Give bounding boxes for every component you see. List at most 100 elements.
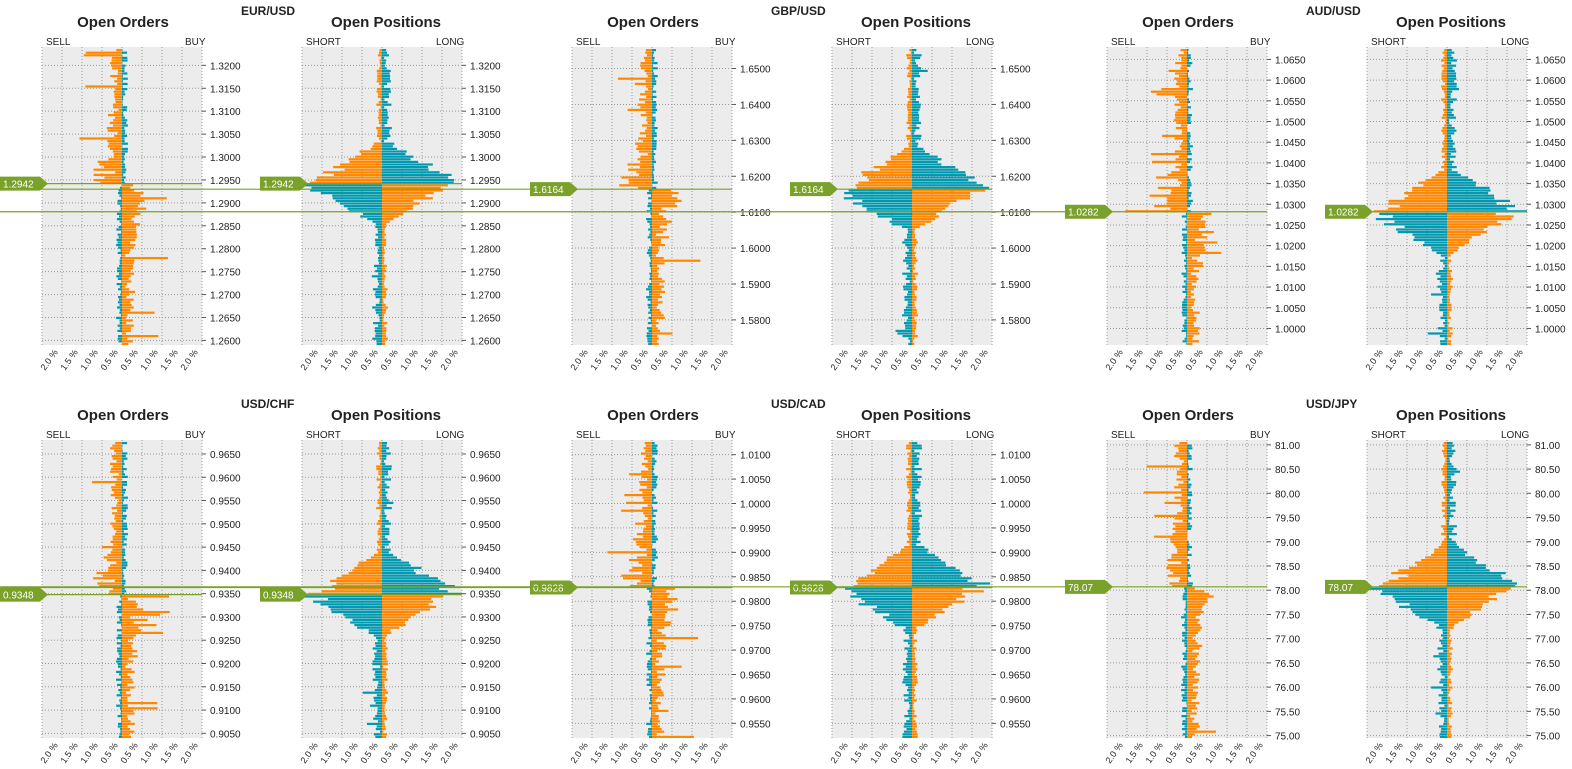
- bar-right: [382, 462, 386, 465]
- bar-left: [1441, 504, 1447, 507]
- bar-left: [1174, 77, 1187, 80]
- bar-right: [652, 88, 653, 91]
- bar-right: [1447, 686, 1453, 689]
- bar-right: [912, 51, 915, 54]
- bar-left: [121, 717, 122, 720]
- bar-right: [1187, 699, 1192, 702]
- bar-left: [651, 712, 652, 715]
- bar-left: [115, 171, 122, 174]
- bar-right: [122, 176, 126, 179]
- bar-left: [1439, 624, 1447, 627]
- bar-right: [1447, 82, 1457, 85]
- bar-right: [912, 342, 915, 345]
- bar-left: [1177, 108, 1187, 111]
- price-tag-label: 1.6164: [793, 185, 824, 196]
- bar-right: [122, 124, 128, 127]
- bar-right: [912, 728, 916, 731]
- bar-left: [1424, 241, 1447, 244]
- bar-right: [122, 293, 130, 296]
- bar-left: [1182, 722, 1187, 725]
- y-tick-label: 1.3050: [470, 130, 501, 141]
- y-tick-label: 1.5900: [1000, 280, 1031, 291]
- bar-right: [122, 717, 129, 720]
- y-tick-label: 0.9250: [210, 636, 241, 647]
- bar-left: [908, 231, 912, 234]
- bar-left: [645, 449, 652, 452]
- bar-right: [652, 647, 666, 650]
- bar-right: [912, 218, 936, 221]
- bar-right: [1447, 262, 1450, 265]
- bar-left: [117, 82, 122, 85]
- bar-right: [912, 223, 926, 226]
- bar-right: [912, 457, 920, 460]
- bar-left: [640, 106, 652, 109]
- bar-left: [375, 225, 382, 228]
- bar-right: [912, 77, 915, 80]
- bar-right: [122, 270, 131, 273]
- bar-left: [1414, 236, 1447, 239]
- bar-right: [382, 218, 394, 221]
- buy-label: BUY: [715, 430, 736, 441]
- bar-right: [382, 686, 385, 689]
- bar-left: [334, 173, 382, 176]
- bar-left: [1181, 163, 1187, 166]
- bar-left: [1181, 462, 1187, 465]
- bar-left: [1183, 298, 1187, 301]
- bar-left: [907, 127, 912, 130]
- bar-right: [1187, 244, 1204, 247]
- bar-right: [652, 613, 666, 616]
- bar-right: [1187, 543, 1190, 546]
- bar-left: [1442, 298, 1447, 301]
- bar-left: [114, 95, 122, 98]
- bar-left: [119, 264, 122, 267]
- bar-left: [1388, 202, 1447, 205]
- bar-left: [1441, 85, 1447, 88]
- bar-left: [374, 293, 382, 296]
- bar-right: [1187, 683, 1193, 686]
- bar-left: [648, 197, 652, 200]
- bar-left: [1182, 301, 1187, 304]
- bar-right: [912, 681, 918, 684]
- bar-right: [912, 637, 914, 640]
- bar-left: [1444, 106, 1447, 109]
- bar-right: [652, 306, 657, 309]
- bar-left: [651, 270, 652, 273]
- bar-left: [1186, 270, 1187, 273]
- bar-left: [1186, 277, 1187, 280]
- bar-left: [908, 264, 912, 267]
- bar-left: [1425, 556, 1447, 559]
- bar-right: [652, 220, 672, 223]
- bar-left: [908, 634, 912, 637]
- y-tick-label: 0.9450: [210, 543, 241, 554]
- bar-right: [382, 488, 386, 491]
- bar-right: [382, 192, 434, 195]
- bar-left: [376, 712, 382, 715]
- bar-left: [862, 205, 912, 208]
- bar-right: [912, 660, 916, 663]
- orders-title: Open Orders: [1142, 407, 1234, 424]
- bar-right: [912, 694, 916, 697]
- bar-right: [1187, 478, 1191, 481]
- bar-left: [646, 683, 652, 686]
- bar-right: [122, 103, 123, 106]
- bar-right: [912, 212, 937, 215]
- bar-right: [122, 316, 127, 319]
- bar-left: [378, 259, 382, 262]
- y-tick-label: 0.9800: [1000, 597, 1031, 608]
- bar-left: [380, 546, 382, 549]
- bar-left: [636, 543, 652, 546]
- x-tick-label: 2.0 %: [708, 348, 729, 373]
- bar-left: [372, 660, 382, 663]
- bar-right: [1187, 499, 1191, 502]
- bar-right: [1187, 290, 1191, 293]
- bar-left: [1436, 251, 1447, 254]
- bar-left: [330, 608, 382, 611]
- bar-right: [1187, 722, 1199, 725]
- bar-left: [627, 108, 652, 111]
- bar-right: [382, 205, 414, 208]
- bar-left: [106, 127, 122, 130]
- bar-left: [1164, 501, 1187, 504]
- bar-left: [649, 283, 652, 286]
- bar-right: [1187, 548, 1190, 551]
- bar-right: [382, 238, 387, 241]
